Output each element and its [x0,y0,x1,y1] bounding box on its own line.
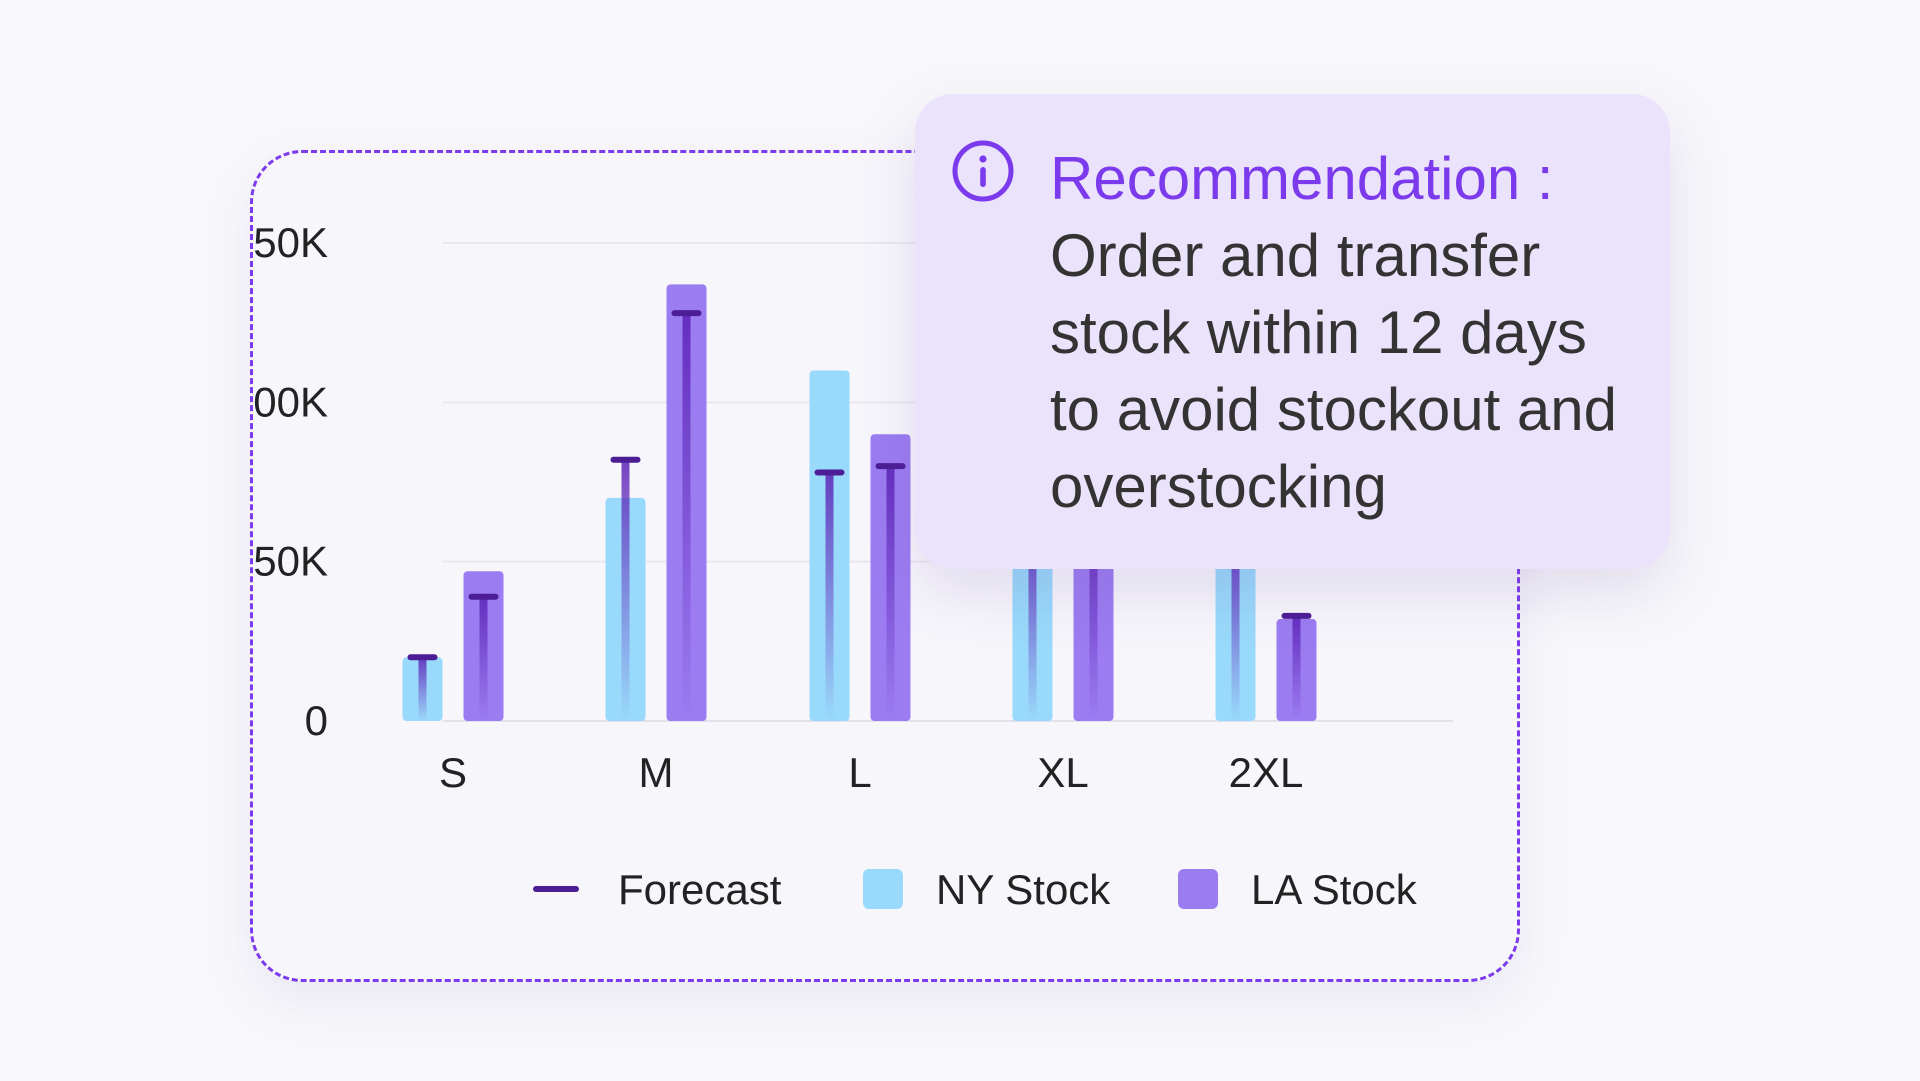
y-tick-label: 0 [305,697,328,744]
x-category-label: L [848,749,871,796]
legend-ny-stock-label: NY Stock [936,866,1111,913]
forecast-stem [1292,615,1301,721]
chart-legend: Forecast NY Stock LA Stock [533,866,1418,913]
y-tick-label: 50K [253,538,328,585]
forecast-stem [479,596,488,721]
forecast-stem [418,657,427,721]
recommendation-title: Recommendation : [1050,145,1554,212]
recommendation-text: Recommendation : Order and transfer stoc… [1050,140,1640,525]
legend-forecast-label: Forecast [618,866,782,913]
x-category-label: S [439,749,467,796]
recommendation-body: Order and transfer stock within 12 days … [1050,222,1618,520]
forecast-stem [621,459,630,721]
info-icon [952,140,1014,202]
forecast-stem [1089,529,1098,721]
legend-la-stock-label: LA Stock [1251,866,1418,913]
forecast-stem [886,466,895,721]
forecast-stem [825,472,834,721]
legend-la-stock-swatch [1178,869,1218,909]
y-tick-label: 150K [253,219,328,266]
forecast-stem [1028,529,1037,721]
y-tick-label: 100K [253,378,328,425]
forecast-stem [682,313,691,721]
x-category-label: XL [1037,749,1088,796]
forecast-stem [1231,545,1240,721]
legend-ny-stock-swatch [863,869,903,909]
recommendation-card: Recommendation : Order and transfer stoc… [915,94,1670,569]
x-category-label: 2XL [1229,749,1304,796]
x-category-label: M [639,749,674,796]
